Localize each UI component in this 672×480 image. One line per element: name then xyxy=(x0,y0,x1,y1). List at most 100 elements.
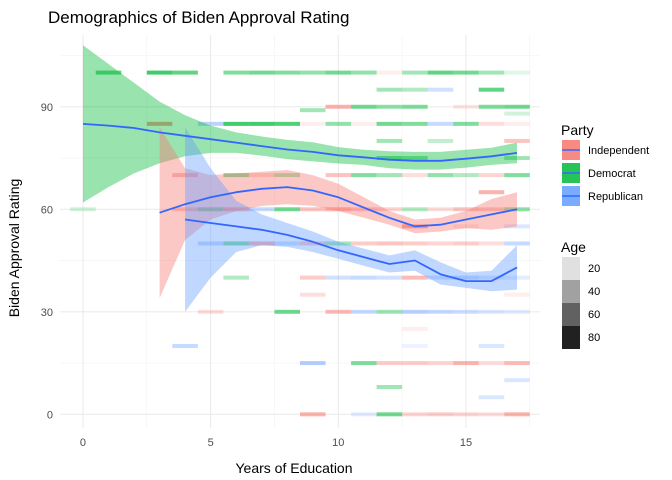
data-point xyxy=(504,275,530,280)
data-point xyxy=(478,241,505,246)
legend-label: Republican xyxy=(588,191,643,203)
data-point xyxy=(478,87,505,92)
data-point xyxy=(504,309,530,314)
legend-label: 20 xyxy=(588,263,600,275)
y-axis-label: Biden Approval Rating xyxy=(6,179,22,318)
data-point xyxy=(351,70,377,75)
data-point xyxy=(274,241,300,246)
data-point xyxy=(478,309,505,314)
x-axis-label: Years of Education xyxy=(235,460,352,476)
data-point xyxy=(172,207,198,212)
y-tick-label: 90 xyxy=(41,102,53,114)
data-point xyxy=(453,224,479,229)
data-point xyxy=(351,104,377,109)
data-point xyxy=(300,412,326,417)
data-point xyxy=(427,275,454,280)
data-point xyxy=(478,121,505,126)
data-point xyxy=(504,70,530,75)
data-point xyxy=(300,241,326,246)
data-point xyxy=(376,87,403,92)
data-point xyxy=(453,275,479,280)
data-point xyxy=(504,361,530,366)
legend-key-age xyxy=(562,280,580,303)
data-point xyxy=(376,156,403,161)
data-point xyxy=(402,121,428,126)
data-point xyxy=(274,207,300,212)
legend-label: 40 xyxy=(588,286,600,298)
data-point xyxy=(427,138,454,143)
data-point xyxy=(402,173,428,178)
legend-age: Age 20 40 60 80 xyxy=(561,239,600,349)
data-point xyxy=(453,309,479,314)
data-point xyxy=(300,292,326,297)
data-point xyxy=(453,361,479,366)
data-point xyxy=(427,412,454,417)
data-point xyxy=(453,173,479,178)
ribbon-republican xyxy=(185,127,517,312)
data-point xyxy=(172,70,198,75)
data-point xyxy=(504,121,530,126)
data-point xyxy=(453,70,479,75)
x-tick-label: 15 xyxy=(460,437,472,449)
data-point xyxy=(504,104,530,109)
data-point xyxy=(504,224,530,229)
data-points xyxy=(70,70,530,417)
data-point xyxy=(197,121,224,126)
data-point xyxy=(504,111,530,116)
data-point xyxy=(376,309,403,314)
data-point xyxy=(325,173,352,178)
data-point xyxy=(427,361,454,366)
data-point xyxy=(300,207,326,212)
data-point xyxy=(300,70,326,75)
data-point xyxy=(248,70,275,75)
data-point xyxy=(325,241,352,246)
data-point xyxy=(427,207,454,212)
data-point xyxy=(223,275,249,280)
data-point xyxy=(197,309,224,314)
data-point xyxy=(453,412,479,417)
data-point xyxy=(402,156,428,161)
data-point xyxy=(478,70,505,75)
data-point xyxy=(248,207,275,212)
data-point xyxy=(351,361,377,366)
data-point xyxy=(351,207,377,212)
data-point xyxy=(402,87,428,92)
confidence-ribbons xyxy=(83,45,517,312)
data-point xyxy=(223,241,249,246)
data-point xyxy=(172,173,198,178)
data-point xyxy=(146,70,173,75)
data-point xyxy=(478,173,505,178)
data-point xyxy=(274,70,300,75)
y-tick-label: 60 xyxy=(41,204,53,216)
legend-age-title: Age xyxy=(561,239,586,255)
data-point xyxy=(376,275,403,280)
data-point xyxy=(172,343,198,348)
data-point xyxy=(376,384,403,389)
data-point xyxy=(274,121,300,126)
data-point xyxy=(504,378,530,383)
data-point xyxy=(351,309,377,314)
data-point xyxy=(248,241,275,246)
legend-party: Party Independent Democrat Republican xyxy=(561,122,649,206)
data-point xyxy=(453,241,479,246)
data-point xyxy=(427,70,454,75)
data-point xyxy=(376,138,403,143)
data-point xyxy=(351,275,377,280)
legend-label: 80 xyxy=(588,332,600,344)
data-point xyxy=(402,361,428,366)
data-point xyxy=(402,104,428,109)
data-point xyxy=(376,207,403,212)
data-point xyxy=(351,241,377,246)
data-point xyxy=(325,104,352,109)
data-point xyxy=(478,412,505,417)
data-point xyxy=(478,343,505,348)
data-point xyxy=(427,241,454,246)
data-point xyxy=(504,412,530,417)
data-point xyxy=(376,104,403,109)
data-point xyxy=(325,70,352,75)
data-point xyxy=(402,343,428,348)
legend-label: Democrat xyxy=(588,168,636,180)
data-point xyxy=(376,412,403,417)
data-point xyxy=(325,121,352,126)
data-point xyxy=(223,173,249,178)
